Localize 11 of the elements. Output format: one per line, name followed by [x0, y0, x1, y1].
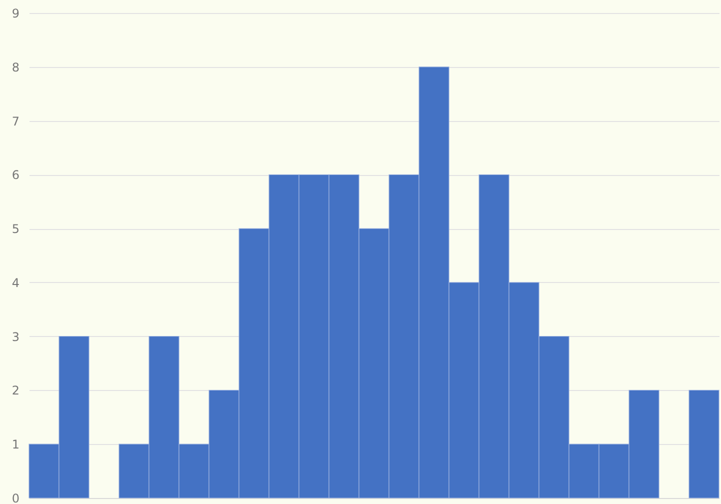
y-tick-label: 6	[12, 168, 20, 182]
y-tick-label: 8	[12, 60, 20, 74]
y-tick-label: 7	[12, 114, 20, 128]
y-tick-label: 9	[12, 6, 20, 20]
y-tick-label: 3	[12, 330, 20, 344]
y-tick-label: 4	[12, 276, 20, 290]
bar	[688, 390, 720, 498]
y-tick-label: 2	[12, 384, 20, 398]
y-tick-label: 0	[12, 492, 20, 504]
y-tick-label: 5	[12, 222, 20, 236]
y-tick-label: 1	[12, 438, 20, 452]
